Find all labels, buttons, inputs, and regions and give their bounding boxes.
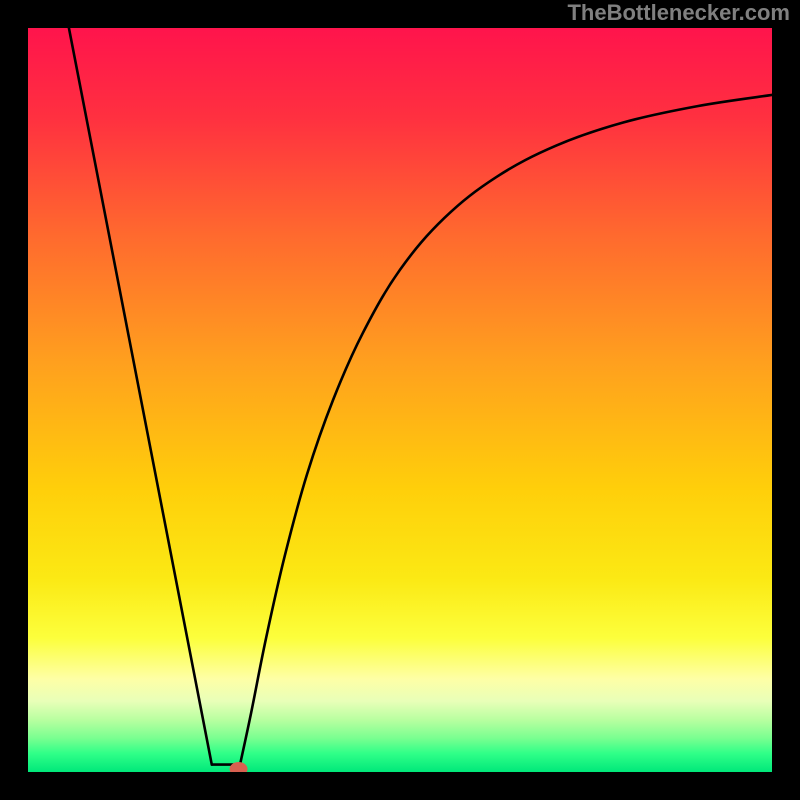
chart-plot-area <box>28 28 772 772</box>
gradient-background <box>28 28 772 772</box>
chart-svg <box>28 28 772 772</box>
watermark-text: TheBottlenecker.com <box>567 0 790 26</box>
